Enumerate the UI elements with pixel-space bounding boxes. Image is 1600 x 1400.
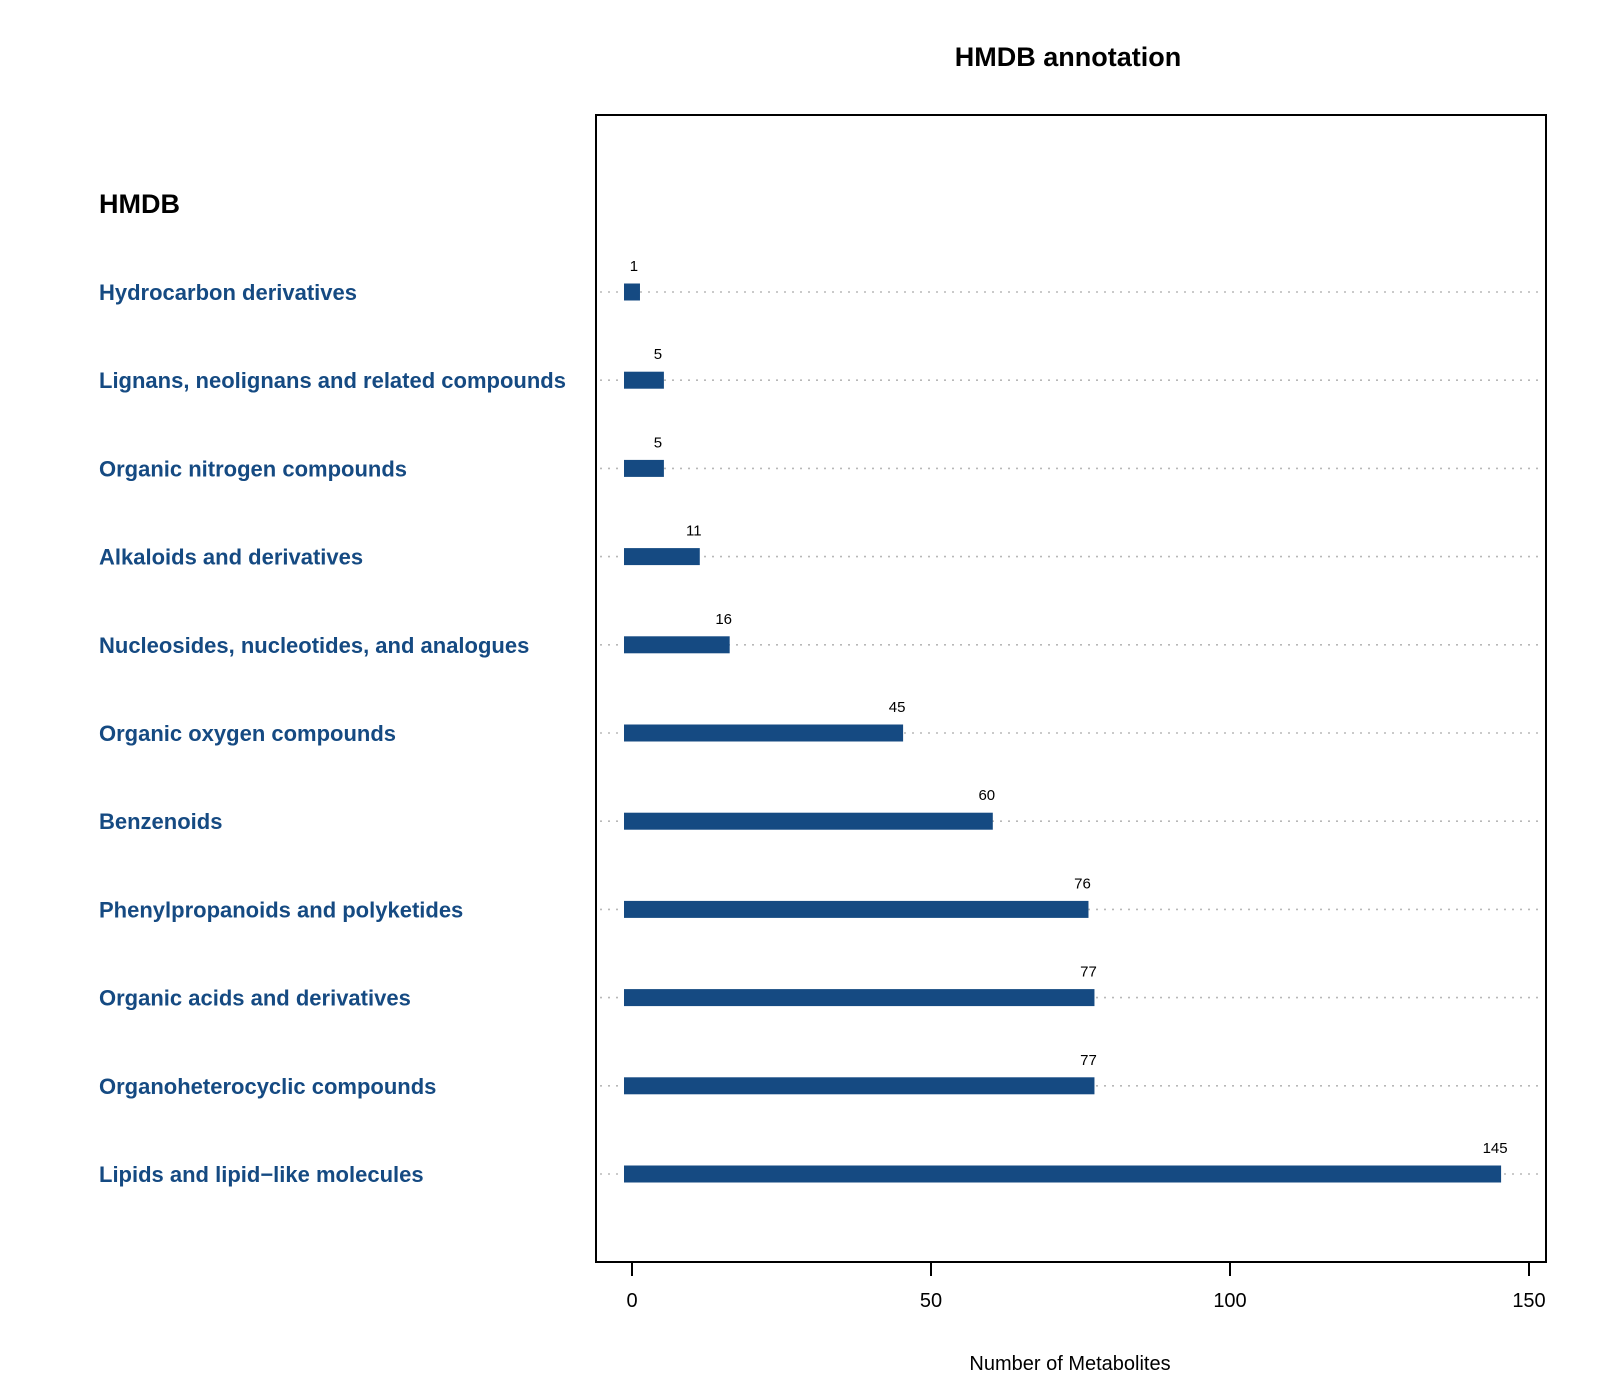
data-label: 145 — [1483, 1140, 1508, 1157]
group-heading: HMDB — [99, 189, 180, 219]
chart-title: HMDB annotation — [955, 42, 1181, 72]
category-label: Benzenoids — [99, 809, 222, 834]
bar — [624, 812, 993, 830]
bar — [624, 900, 1089, 918]
x-tick-label: 0 — [626, 1290, 637, 1312]
data-label: 5 — [654, 346, 662, 363]
x-axis: 0 50 100 150 — [626, 1261, 1546, 1312]
category-label: Nucleosides, nucleotides, and analogues — [99, 633, 529, 658]
bar — [624, 283, 640, 301]
category-labels: Hydrocarbon derivatives Lignans, neoligna… — [99, 280, 566, 1187]
data-label: 5 — [654, 434, 662, 451]
category-label: Organic nitrogen compounds — [99, 456, 407, 481]
category-label: Organic acids and derivatives — [99, 986, 411, 1011]
data-label: 60 — [978, 787, 995, 804]
data-label: 1 — [630, 258, 638, 275]
category-label: Organoheterocyclic compounds — [99, 1074, 436, 1099]
x-axis-label: Number of Metabolites — [969, 1353, 1170, 1375]
data-labels: 1 5 5 11 16 45 60 76 77 77 145 — [630, 258, 1508, 1157]
category-label: Phenylpropanoids and polyketides — [99, 897, 463, 922]
data-label: 76 — [1074, 875, 1091, 892]
bar — [624, 1165, 1502, 1183]
bar — [624, 724, 904, 742]
bar — [624, 371, 664, 389]
data-label: 77 — [1080, 1052, 1097, 1069]
x-tick-label: 100 — [1213, 1290, 1246, 1312]
category-label: Organic oxygen compounds — [99, 721, 396, 746]
x-tick-label: 50 — [920, 1290, 942, 1312]
data-label: 11 — [686, 523, 702, 540]
category-label: Lipids and lipid−like molecules — [99, 1162, 424, 1187]
data-label: 16 — [715, 611, 732, 628]
bars — [624, 283, 1502, 1183]
category-label: Alkaloids and derivatives — [99, 545, 363, 570]
data-label: 77 — [1080, 964, 1097, 981]
category-label: Hydrocarbon derivatives — [99, 280, 357, 305]
bar — [624, 636, 730, 654]
data-label: 45 — [889, 699, 906, 716]
category-label: Lignans, neolignans and related compound… — [99, 368, 566, 393]
bar — [624, 459, 664, 477]
bar — [624, 989, 1095, 1007]
bar — [624, 1077, 1095, 1095]
x-tick-label: 150 — [1512, 1290, 1545, 1312]
bar — [624, 548, 700, 566]
